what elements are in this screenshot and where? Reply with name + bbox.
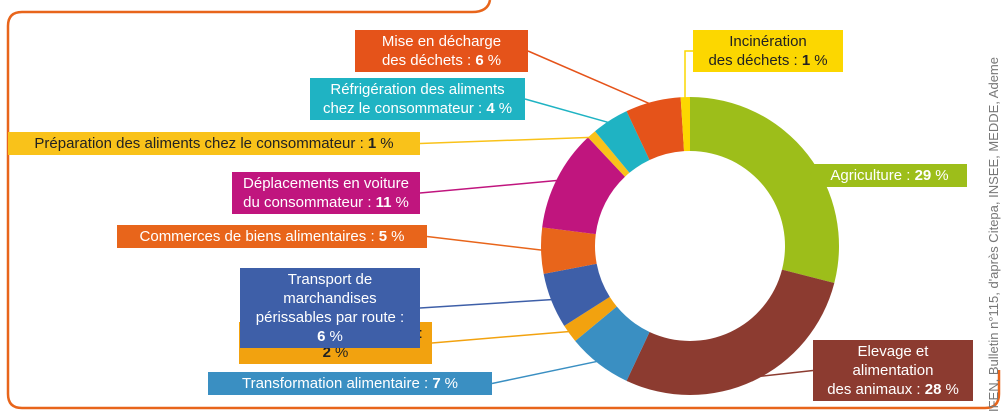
unit-label: % (498, 100, 513, 117)
label-box: Préparation des aliments chez le consomm… (8, 132, 420, 155)
slice (626, 97, 685, 161)
category-label: Incinération des déchets : (708, 33, 807, 69)
slice (564, 296, 617, 341)
label-box: Commerces de biens alimentaires : 5% (117, 225, 427, 248)
slice (588, 131, 630, 177)
frame (6, 0, 1001, 410)
label-box: Transformation alimentaire : 7% (208, 372, 492, 395)
label-box: Agriculture : 29% (812, 164, 967, 187)
label-box: Incinération des déchets : 1% (693, 30, 843, 72)
label-box: Mise en décharge des déchets : 6% (355, 30, 528, 72)
unit-label: % (391, 228, 405, 245)
category-label: Mise en décharge des déchets : (381, 33, 502, 69)
slice (680, 97, 690, 152)
connector (419, 298, 556, 309)
slice (595, 111, 650, 173)
label-box: Déplacements en voiture du consommateur … (232, 172, 420, 214)
value-label: 1 (367, 135, 377, 152)
category-label: Déplacements en voiture du consommateur … (243, 175, 409, 211)
connector (491, 359, 602, 385)
connector (426, 235, 546, 252)
label-box: Transport de marchandises périssables pa… (240, 268, 420, 348)
unit-label: % (814, 52, 828, 69)
unit-label: % (395, 194, 409, 211)
value-label: 11 (375, 194, 392, 211)
unit-label: % (380, 135, 394, 152)
unit-label: % (487, 52, 502, 69)
category-label: Transport de marchandises périssables pa… (255, 271, 405, 326)
category-label: Transformation alimentaire : (241, 375, 433, 392)
slice (690, 97, 839, 284)
value-label: 28 (924, 381, 942, 398)
value-label: 1 (801, 52, 811, 69)
connector (751, 369, 814, 378)
value-label: 6 (317, 328, 326, 345)
connector (527, 50, 655, 107)
unit-label: % (335, 344, 349, 361)
slice (543, 263, 610, 326)
label-box: Elevage et alimentation des animaux : 28… (813, 340, 973, 401)
value-label: 29 (914, 167, 932, 184)
slice (541, 227, 597, 274)
label-box: Réfrigération des aliments chez le conso… (310, 78, 525, 120)
connector (524, 98, 613, 125)
slice (626, 269, 835, 395)
unit-label: % (329, 328, 343, 345)
category-label: Réfrigération des aliments chez le conso… (322, 81, 505, 117)
value-label: 6 (475, 52, 484, 69)
value-label: 4 (486, 100, 495, 117)
value-label: 7 (432, 375, 441, 392)
connector (419, 136, 595, 145)
value-label: 2 (322, 344, 331, 361)
connector (803, 156, 813, 176)
category-label: Elevage et alimentation des animaux : (827, 343, 934, 398)
unit-label: % (945, 381, 959, 398)
category-label: Préparation des aliments chez le consomm… (34, 135, 368, 152)
connector (419, 179, 561, 194)
category-label: Commerces de biens alimentaires : (139, 228, 379, 245)
unit-label: % (444, 375, 459, 392)
unit-label: % (935, 167, 949, 184)
slice (542, 137, 625, 235)
connector (431, 330, 573, 344)
category-label: Agriculture : (830, 167, 915, 184)
value-label: 5 (378, 228, 388, 245)
slice (575, 306, 650, 381)
connector (684, 50, 693, 102)
source: IFEN, Bulletin n°115, d'après Citepa, IN… (986, 57, 1001, 412)
